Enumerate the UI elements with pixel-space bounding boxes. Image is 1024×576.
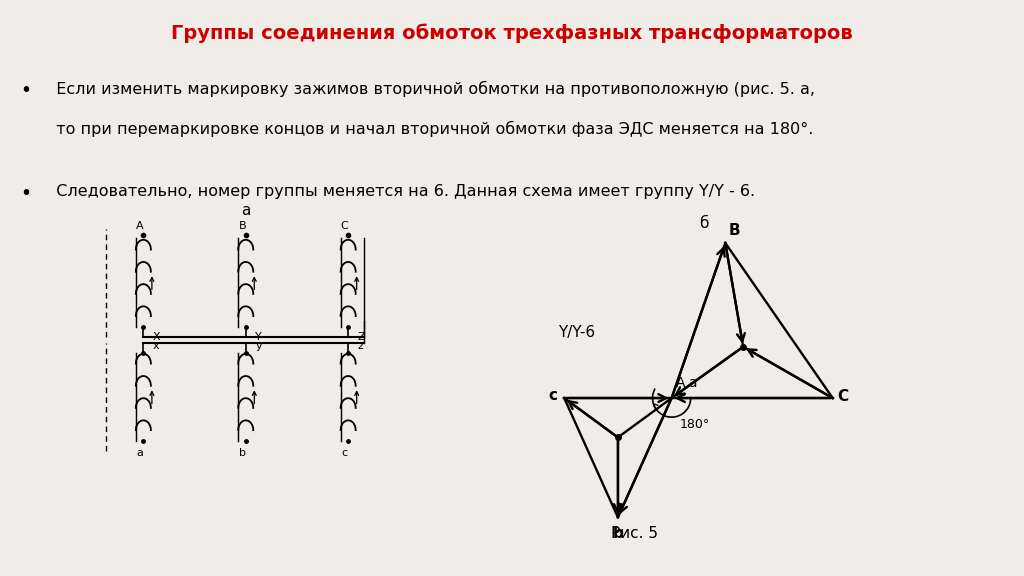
Text: a: a [136, 448, 143, 458]
Text: x: x [153, 341, 160, 351]
Text: B: B [729, 223, 740, 238]
Text: Следовательно, номер группы меняется на 6. Данная схема имеет группу Y/Y - 6.: Следовательно, номер группы меняется на … [46, 184, 756, 199]
Text: 180°: 180° [680, 418, 711, 431]
Text: C: C [341, 222, 348, 232]
Text: то при перемаркировке концов и начал вторичной обмотки фаза ЭДС меняется на 180°: то при перемаркировке концов и начал вто… [46, 121, 813, 137]
Text: b: b [239, 448, 246, 458]
Text: b: b [612, 526, 624, 541]
Text: •: • [20, 81, 32, 100]
Text: c: c [342, 448, 348, 458]
Text: б: б [699, 216, 709, 231]
Text: B: B [239, 222, 246, 232]
Text: z: z [357, 341, 364, 351]
Text: C: C [838, 389, 849, 404]
Text: Z: Z [357, 332, 366, 342]
Text: A,a: A,a [677, 376, 699, 390]
Text: A: A [136, 222, 143, 232]
Text: •: • [20, 184, 32, 203]
Text: y: y [255, 341, 262, 351]
Text: X: X [153, 332, 161, 342]
Text: Если изменить маркировку зажимов вторичной обмотки на противоположную (рис. 5. а: Если изменить маркировку зажимов вторичн… [46, 81, 815, 97]
Text: Группы соединения обмоток трехфазных трансформаторов: Группы соединения обмоток трехфазных тра… [171, 23, 853, 43]
Text: Y: Y [255, 332, 262, 342]
Text: Рис. 5: Рис. 5 [611, 526, 658, 541]
Text: а: а [241, 203, 251, 218]
Text: Y/Y-6: Y/Y-6 [558, 325, 595, 340]
Text: c: c [548, 388, 557, 403]
